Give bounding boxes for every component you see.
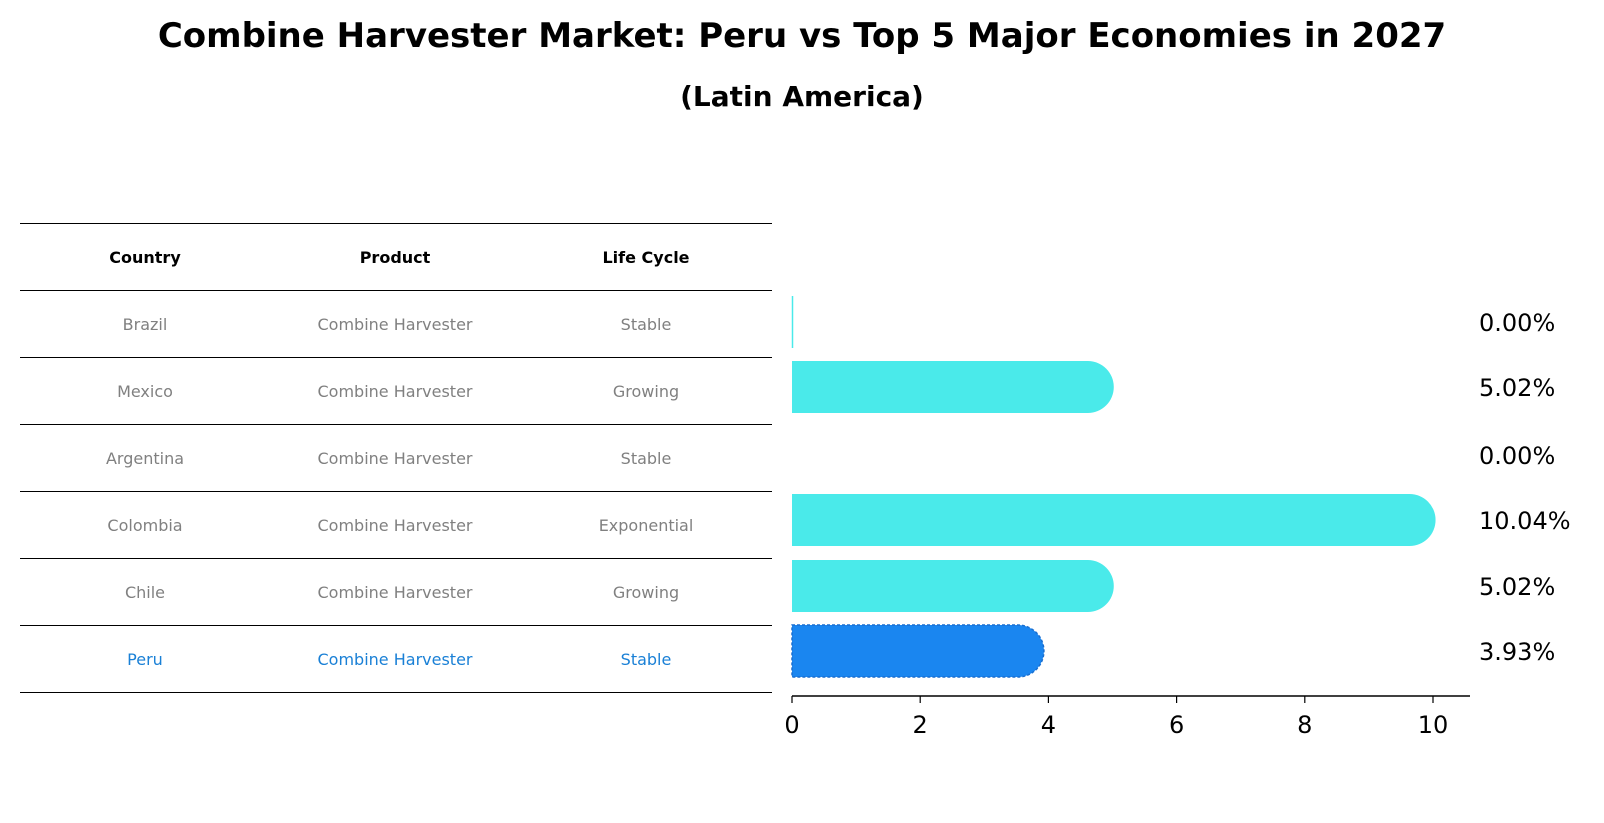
x-tick-label: 0 [784,711,799,739]
life-cycle-cell: Stable [620,314,672,334]
country-cell: Peru [127,649,163,669]
value-label: 5.02% [1479,573,1555,601]
life-cycle-cell: Exponential [598,515,694,535]
x-tick-label: 8 [1297,711,1312,739]
country-cell: Brazil [122,314,168,334]
country-cell: Mexico [117,381,173,401]
bar [792,560,1114,612]
column-header-country: Country [109,247,181,267]
life-cycle-cell: Stable [620,448,672,468]
product-cell: Combine Harvester [317,314,473,334]
life-cycle-cell: Growing [612,381,680,401]
x-tick-label: 10 [1418,711,1449,739]
bar [791,494,1436,546]
product-cell: Combine Harvester [317,381,473,401]
data-table: Country Product Life Cycle Brazil Combin… [20,223,772,693]
country-cell: Argentina [105,448,185,468]
table-row-highlighted: Peru Combine Harvester Stable [20,626,772,693]
table-row: Chile Combine Harvester Growing [20,559,772,626]
product-cell: Combine Harvester [317,448,473,468]
life-cycle-cell: Growing [612,582,680,602]
value-label: 0.00% [1479,442,1555,470]
chart-subtitle: (Latin America) [680,80,924,113]
table-header-row: Country Product Life Cycle [20,223,772,291]
value-label: 0.00% [1479,309,1555,337]
product-cell: Combine Harvester [317,649,473,669]
life-cycle-cell: Stable [620,649,672,669]
bar [792,361,1114,413]
country-cell: Chile [124,582,166,602]
country-cell: Colombia [107,515,183,535]
chart-title: Combine Harvester Market: Peru vs Top 5 … [157,16,1447,56]
product-cell: Combine Harvester [317,582,473,602]
column-header-product: Product [359,247,431,267]
x-tick-label: 4 [1041,711,1056,739]
table-row: Mexico Combine Harvester Growing [20,358,772,425]
table-row: Argentina Combine Harvester Stable [20,425,772,492]
x-tick-label: 2 [913,711,928,739]
column-header-life-cycle: Life Cycle [602,247,690,267]
bar-highlighted [791,624,1045,678]
value-label: 5.02% [1479,374,1555,402]
value-label: 10.04% [1479,507,1571,535]
table-row: Brazil Combine Harvester Stable [20,291,772,358]
value-label: 3.93% [1479,638,1555,666]
x-tick-label: 6 [1169,711,1184,739]
product-cell: Combine Harvester [317,515,473,535]
table-row: Colombia Combine Harvester Exponential [20,492,772,559]
